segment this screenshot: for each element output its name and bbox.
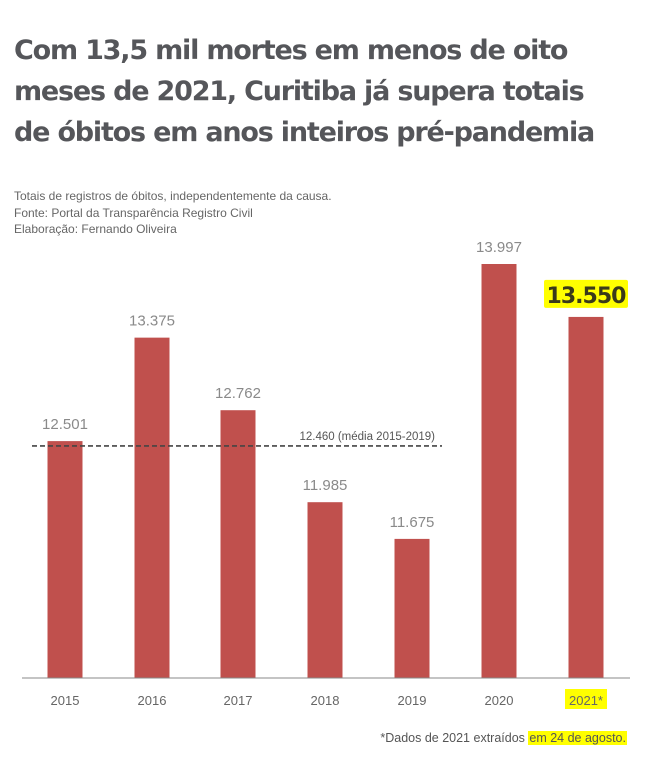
value-label: 12.501 (42, 416, 88, 433)
title-line: meses de 2021, Curitiba já supera totais (14, 76, 585, 107)
x-tick-label: 2015 (51, 693, 80, 708)
value-label: 13.375 (129, 313, 175, 330)
value-label: 11.675 (390, 514, 435, 531)
bar-2020 (481, 264, 517, 678)
tick-label-highlight (565, 689, 607, 709)
bar-2021 (568, 316, 604, 678)
value-label: 12.762 (215, 385, 261, 402)
footnote-prefix: *Dados de 2021 extraídos (380, 731, 529, 745)
bar-2016 (134, 337, 170, 678)
bar-2018 (307, 502, 343, 678)
x-tick-label: 2020 (485, 693, 514, 708)
value-label: 13.550 (547, 284, 627, 309)
footnote-highlight: em 24 de agosto. (528, 731, 627, 745)
value-label: 13.997 (476, 239, 522, 256)
note-description: Totais de registros de óbitos, independe… (14, 189, 332, 203)
reference-line-label: 12.460 (média 2015-2019) (299, 431, 435, 443)
x-tick-label: 2018 (311, 693, 340, 708)
title-line: Com 13,5 mil mortes em menos de oito (14, 35, 568, 66)
x-tick-label: 2016 (138, 693, 167, 708)
chart-notes: Totais de registros de óbitos, independe… (14, 188, 332, 238)
note-author: Elaboração: Fernando Oliveira (14, 222, 177, 236)
bar-2017 (220, 410, 256, 678)
title-line: de óbitos em anos inteiros pré-pandemia (14, 117, 595, 148)
footnote: *Dados de 2021 extraídos em 24 de agosto… (380, 731, 627, 745)
x-tick-label: 2019 (398, 693, 427, 708)
chart-title: Com 13,5 mil mortes em menos de oito mes… (14, 30, 634, 153)
x-tick-label: 2021* (569, 693, 603, 708)
value-label: 11.985 (303, 477, 348, 494)
bar-2015 (47, 441, 83, 678)
x-tick-label: 2017 (224, 693, 253, 708)
value-label-highlight (544, 279, 628, 308)
note-source: Fonte: Portal da Transparência Registro … (14, 205, 253, 220)
bar-2019 (394, 538, 430, 678)
